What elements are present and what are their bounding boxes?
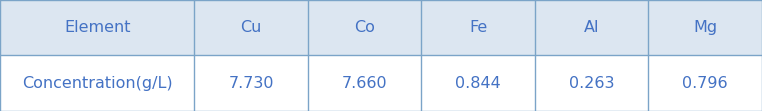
- Text: Co: Co: [354, 20, 375, 35]
- Bar: [308, 0, 421, 56]
- Bar: [421, 56, 535, 111]
- Text: Fe: Fe: [469, 20, 487, 35]
- Bar: [421, 0, 535, 56]
- Text: 0.844: 0.844: [455, 76, 501, 91]
- Bar: [194, 56, 308, 111]
- Bar: [194, 0, 308, 56]
- Text: Cu: Cu: [240, 20, 262, 35]
- Bar: [308, 56, 421, 111]
- Text: 7.730: 7.730: [229, 76, 274, 91]
- Text: 0.796: 0.796: [683, 76, 728, 91]
- Text: 7.660: 7.660: [342, 76, 387, 91]
- Text: Element: Element: [64, 20, 130, 35]
- Bar: [648, 0, 762, 56]
- Bar: [0, 0, 194, 56]
- Text: Mg: Mg: [693, 20, 717, 35]
- Text: 0.263: 0.263: [569, 76, 614, 91]
- Text: Concentration(g/L): Concentration(g/L): [22, 76, 172, 91]
- Bar: [535, 0, 648, 56]
- Bar: [535, 56, 648, 111]
- Bar: [0, 56, 194, 111]
- Bar: [648, 56, 762, 111]
- Text: Al: Al: [584, 20, 600, 35]
